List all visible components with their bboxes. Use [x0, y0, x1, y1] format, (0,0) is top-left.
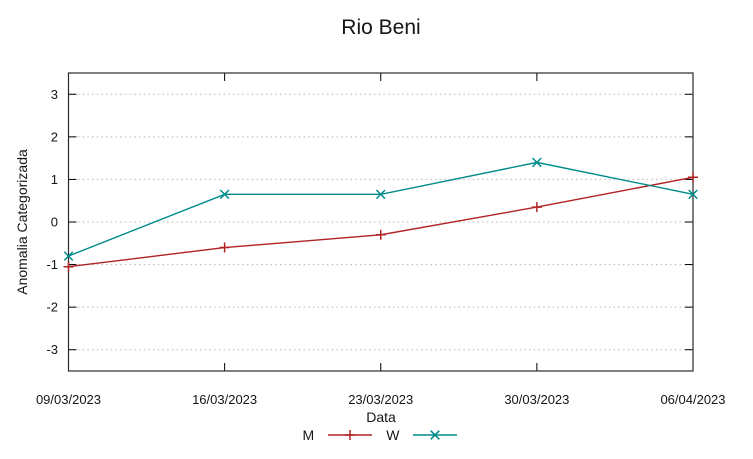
- x-tick-label: 30/03/2023: [504, 392, 569, 407]
- y-tick-label: -2: [46, 300, 58, 315]
- x-tick-label: 23/03/2023: [348, 392, 413, 407]
- x-tick-label: 16/03/2023: [192, 392, 257, 407]
- series-M-markers: [63, 172, 698, 272]
- y-tick-label: -3: [46, 342, 58, 357]
- legend-label-W: W: [386, 427, 400, 443]
- axis-ticks: [68, 73, 694, 371]
- y-tick-label: 1: [51, 172, 58, 187]
- legend-sample-W: [413, 430, 458, 440]
- series-W-markers: [63, 157, 698, 261]
- cross-marker: [532, 157, 542, 168]
- x-tick-label: 09/03/2023: [36, 392, 101, 407]
- legend-cross-marker: [430, 430, 441, 440]
- legend-label-M: M: [302, 427, 315, 443]
- plus-marker: [688, 172, 698, 183]
- cross-marker: [63, 251, 74, 261]
- series-W-line: [68, 161, 694, 257]
- x-axis-label: Data: [366, 409, 396, 425]
- chart-title: Rio Beni: [341, 16, 421, 39]
- legend-sample-M: [328, 430, 373, 440]
- gridlines: [68, 93, 693, 351]
- plus-marker: [375, 229, 386, 240]
- plot-border: [67, 72, 694, 372]
- y-tick-label: 2: [51, 129, 58, 144]
- x-tick-labels: 09/03/2023 16/03/2023 23/03/2023 30/03/2023…: [36, 392, 726, 407]
- cross-marker: [375, 189, 386, 200]
- cross-marker: [688, 189, 698, 200]
- y-tick-label: 0: [51, 215, 58, 230]
- x-tick-label: 06/04/2023: [660, 392, 725, 407]
- plus-marker: [219, 242, 230, 253]
- plus-marker: [63, 261, 74, 272]
- y-tick-label: 3: [51, 87, 58, 102]
- legend-plus-marker: [345, 430, 356, 440]
- series-M-line: [68, 176, 694, 268]
- y-tick-label: -1: [46, 257, 58, 272]
- y-tick-labels: -3 -2 -1 0 1 2 3: [46, 87, 58, 357]
- plus-marker: [531, 202, 542, 213]
- cross-marker: [219, 189, 230, 200]
